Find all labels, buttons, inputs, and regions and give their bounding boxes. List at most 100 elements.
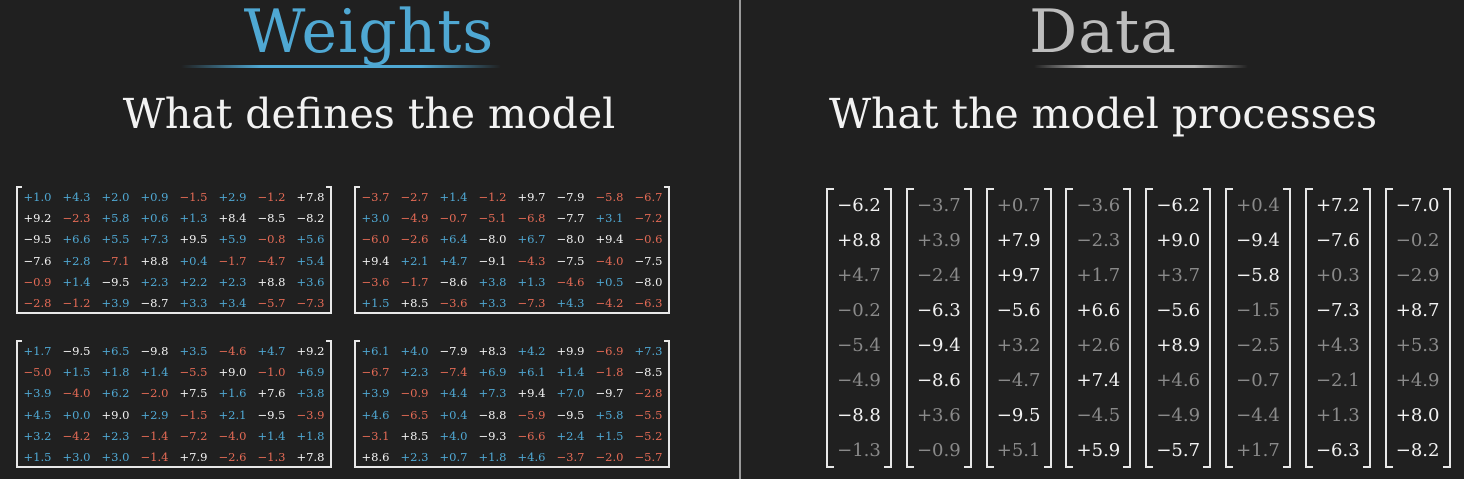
data-value: −3.6 — [1076, 195, 1121, 216]
data-value: +4.6 — [1156, 370, 1201, 391]
weight-value: +1.7 — [23, 343, 52, 358]
data-value: +1.3 — [1315, 405, 1360, 426]
weight-value: +1.4 — [556, 364, 585, 379]
weight-value: −7.4 — [439, 364, 468, 379]
weights-title: Weights — [243, 0, 495, 67]
data-vector-4: −3.6 −2.3 +1.7 +6.6 +2.6 +7.4 −4.5 +5.9 — [1065, 188, 1132, 468]
weight-value: −7.2 — [179, 428, 208, 443]
weight-value: +0.5 — [595, 274, 624, 289]
weight-value: +3.0 — [101, 450, 130, 465]
data-value: +5.3 — [1395, 335, 1440, 356]
weight-value: −1.5 — [179, 407, 208, 422]
weight-value: −8.6 — [439, 274, 468, 289]
data-value: +4.9 — [1395, 370, 1440, 391]
weight-value: +1.4 — [257, 428, 286, 443]
weight-value: −1.2 — [62, 296, 91, 311]
weight-value: −9.8 — [140, 343, 169, 358]
data-value: −6.3 — [1315, 440, 1360, 461]
weight-value: +1.5 — [595, 428, 624, 443]
weight-matrix-2: −3.7 −2.7 +1.4 −1.2 +9.7 −7.9 −5.8 −6.7 +3.0 −4.9… — [354, 186, 670, 314]
weight-value: −8.8 — [478, 407, 507, 422]
data-value: +8.7 — [1395, 300, 1440, 321]
weight-matrix-3: +1.7 −9.5 +6.5 −9.8 +3.5 −4.6 +4.7 +9.2 −5.0 +1.5… — [16, 340, 332, 468]
weight-value: +3.0 — [62, 450, 91, 465]
weight-value: +5.4 — [296, 253, 325, 268]
data-value: +5.9 — [1076, 440, 1121, 461]
weight-value: −2.8 — [634, 386, 663, 401]
weight-value: −7.2 — [634, 210, 663, 225]
weight-value: −9.5 — [23, 232, 52, 247]
weight-value: +6.9 — [296, 364, 325, 379]
weight-value: +2.9 — [218, 189, 247, 204]
weight-value: +0.4 — [179, 253, 208, 268]
weight-value: +1.4 — [439, 189, 468, 204]
weight-value: +4.0 — [439, 428, 468, 443]
weight-value: +4.7 — [257, 343, 286, 358]
data-value: +0.7 — [996, 195, 1041, 216]
weight-value: +4.0 — [400, 343, 429, 358]
weight-value: −6.3 — [634, 296, 663, 311]
weight-value: −7.9 — [556, 189, 585, 204]
weight-value: −5.8 — [595, 189, 624, 204]
weight-value: −4.7 — [257, 253, 286, 268]
weight-value: +1.5 — [23, 450, 52, 465]
weight-value: +8.3 — [478, 343, 507, 358]
weight-value: −7.6 — [23, 253, 52, 268]
data-panel: Data What the model processes −6.2 +8.8 +4… — [742, 0, 1464, 479]
weight-value: −1.2 — [257, 189, 286, 204]
weight-value: +9.7 — [517, 189, 546, 204]
weight-value: +9.4 — [595, 232, 624, 247]
weight-value: −8.0 — [478, 232, 507, 247]
data-value: −7.3 — [1315, 300, 1360, 321]
weight-value: −4.0 — [62, 386, 91, 401]
data-value: +3.2 — [996, 335, 1041, 356]
weight-value: +0.4 — [439, 407, 468, 422]
weight-value: −9.1 — [478, 253, 507, 268]
weight-value: +9.2 — [296, 343, 325, 358]
data-vector-1: −6.2 +8.8 +4.7 −0.2 −5.4 −4.9 −8.8 −1.3 — [826, 188, 892, 468]
weight-matrix-4: +6.1 +4.0 −7.9 +8.3 +4.2 +9.9 −6.9 +7.3 −6.7 +2.3… — [354, 340, 670, 468]
panel-divider — [739, 0, 741, 479]
weight-value: +5.9 — [218, 232, 247, 247]
weight-value: −6.7 — [361, 364, 390, 379]
data-value: −4.4 — [1236, 405, 1280, 426]
data-value: +7.4 — [1076, 370, 1121, 391]
data-value: −8.2 — [1395, 440, 1440, 461]
data-vector-2: −3.7 +3.9 −2.4 −6.3 −9.4 −8.6 +3.6 −0.9 — [905, 188, 972, 468]
weight-value: −1.3 — [257, 450, 286, 465]
weight-value: −0.9 — [400, 386, 429, 401]
weight-value: −0.9 — [23, 274, 52, 289]
weight-value: −7.1 — [101, 253, 130, 268]
data-value: −6.3 — [916, 300, 961, 321]
weight-value: −1.0 — [257, 364, 286, 379]
weight-value: +9.0 — [101, 407, 130, 422]
weight-value: −2.8 — [23, 296, 52, 311]
weight-value: +9.5 — [179, 232, 208, 247]
weight-value: −3.1 — [361, 428, 390, 443]
weight-value: +6.4 — [439, 232, 468, 247]
data-value: −9.5 — [996, 405, 1041, 426]
data-value: +7.9 — [996, 230, 1041, 251]
weight-value: −4.0 — [218, 428, 247, 443]
data-value: +4.3 — [1315, 335, 1360, 356]
data-value: −1.3 — [837, 440, 881, 461]
data-value: −3.7 — [916, 195, 961, 216]
data-value: −2.4 — [916, 265, 961, 286]
weight-value: −9.5 — [62, 343, 91, 358]
weight-value: −2.6 — [400, 232, 429, 247]
weight-value: +9.4 — [517, 386, 546, 401]
data-value: −1.5 — [1236, 300, 1280, 321]
data-value: −8.6 — [916, 370, 961, 391]
weight-value: +2.0 — [101, 189, 130, 204]
weight-value: −1.4 — [140, 428, 169, 443]
data-value: −0.7 — [1236, 370, 1280, 391]
weight-value: +5.5 — [101, 232, 130, 247]
weight-value: +0.0 — [62, 407, 91, 422]
data-value: −5.8 — [1236, 265, 1280, 286]
weight-value: −6.0 — [361, 232, 390, 247]
data-value: −0.2 — [1395, 230, 1440, 251]
weight-value: +3.9 — [23, 386, 52, 401]
data-value: +8.0 — [1395, 405, 1440, 426]
data-value: −2.9 — [1395, 265, 1440, 286]
weight-value: −3.6 — [361, 274, 390, 289]
